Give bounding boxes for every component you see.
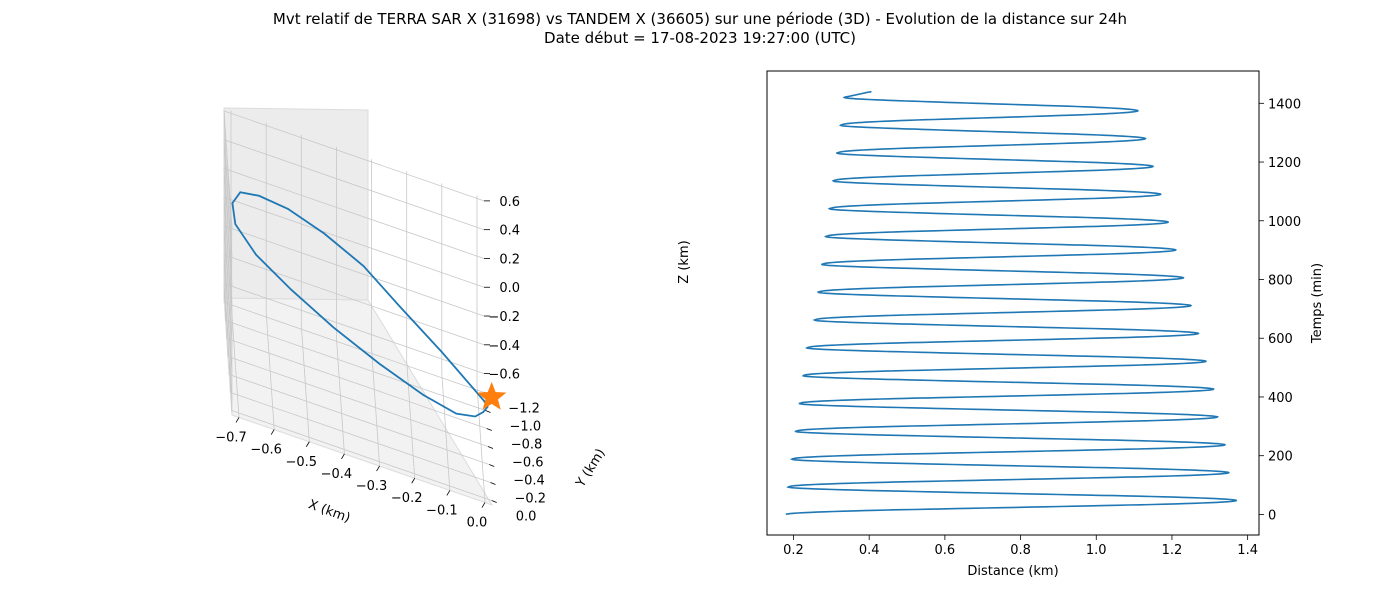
gridline-x xyxy=(441,183,451,491)
y-axis-title: Temps (min) xyxy=(1310,263,1325,344)
y-tick-mark xyxy=(486,428,492,431)
y-tick-label: 1000 xyxy=(1268,215,1301,230)
gridline-z xyxy=(223,110,485,228)
gridline-z xyxy=(223,196,485,315)
z-tick-label: −0.6 xyxy=(488,368,520,383)
x-tick-mark xyxy=(235,417,240,423)
x-tick-mark xyxy=(446,490,451,496)
x-tick-mark xyxy=(270,429,275,435)
y-tick-label: −0.2 xyxy=(514,492,546,507)
x-axis-title: Distance (km) xyxy=(967,564,1058,579)
z-tick-label: −0.4 xyxy=(488,339,520,354)
z-tick-label: 0.4 xyxy=(499,224,520,239)
x-tick-label: 1.4 xyxy=(1237,543,1258,558)
y-tick-label: −0.6 xyxy=(512,456,544,471)
y-tick-mark xyxy=(487,446,494,449)
y-tick-label: −0.8 xyxy=(511,438,543,453)
y-tick-label: −0.4 xyxy=(513,474,545,489)
y-tick-label: 1200 xyxy=(1268,156,1301,171)
x-tick-label: −0.7 xyxy=(215,430,247,445)
z-tick-label: −0.2 xyxy=(488,310,520,325)
pane-back xyxy=(223,107,369,301)
trajectory-line xyxy=(231,191,489,418)
y-tick-mark xyxy=(485,410,491,413)
chart-3d: −0.7−0.6−0.5−0.4−0.3−0.2−0.10.0−1.2−1.0−… xyxy=(215,107,692,531)
y-tick-label: 0.0 xyxy=(516,510,537,525)
x-tick-label: −0.5 xyxy=(286,455,318,470)
x-tick-mark xyxy=(305,441,310,447)
y-tick-label: −1.2 xyxy=(508,402,540,417)
origin-star-marker xyxy=(477,381,507,410)
y-tick-label: 400 xyxy=(1268,391,1293,406)
gridline-x xyxy=(300,134,310,442)
gridline-z xyxy=(223,225,485,344)
x-tick-label: −0.6 xyxy=(250,443,282,458)
x-tick-label: −0.3 xyxy=(356,479,388,494)
gridline-z xyxy=(223,254,485,372)
gridline-x xyxy=(476,195,486,503)
y-tick-mark xyxy=(491,500,497,503)
z-tick-label: 0.2 xyxy=(499,252,520,267)
z-tick-label: 0.0 xyxy=(499,281,520,296)
y-tick-label: 0 xyxy=(1268,508,1276,523)
x-tick-label: −0.2 xyxy=(391,491,423,506)
x-tick-mark xyxy=(376,465,380,472)
y-tick-mark xyxy=(490,482,496,485)
gridline-x xyxy=(335,146,345,454)
gridline-x xyxy=(265,122,275,430)
x-tick-mark xyxy=(411,478,416,484)
x-axis-title: X (km) xyxy=(306,497,352,526)
gridline-x xyxy=(371,159,380,467)
x-tick-mark xyxy=(481,502,486,508)
y-tick-mark xyxy=(489,464,495,467)
x-tick-label: −0.4 xyxy=(321,467,353,482)
y-axis-title: Y (km) xyxy=(573,446,609,491)
y-tick-label: 800 xyxy=(1268,274,1293,289)
z-tick-label: 0.6 xyxy=(499,195,520,210)
y-tick-label: 200 xyxy=(1268,450,1293,465)
gridline-z xyxy=(223,167,485,286)
x-tick-label: 0.6 xyxy=(935,543,956,558)
x-tick-label: 0.8 xyxy=(1010,543,1031,558)
x-tick-label: −0.1 xyxy=(426,503,458,518)
distance-line xyxy=(785,90,1238,516)
gridline-x xyxy=(406,171,416,479)
x-tick-mark xyxy=(341,453,345,460)
y-tick-label: 600 xyxy=(1268,332,1293,347)
y-tick-label: −1.0 xyxy=(510,420,542,435)
gridline-z xyxy=(223,283,485,401)
x-tick-label: 1.0 xyxy=(1086,543,1107,558)
gridline-z xyxy=(223,139,485,257)
chart-title-line1: Mvt relatif de TERRA SAR X (31698) vs TA… xyxy=(272,10,1128,28)
x-tick-label: 0.2 xyxy=(783,543,804,558)
x-tick-label: 1.2 xyxy=(1162,543,1183,558)
y-tick-label: 1400 xyxy=(1268,97,1301,112)
plot-frame xyxy=(766,70,1260,536)
x-tick-label: 0.4 xyxy=(859,543,880,558)
z-axis-title: Z (km) xyxy=(677,240,692,283)
chart-title-line2: Date début = 17-08-2023 19:27:00 (UTC) xyxy=(544,29,856,47)
x-tick-label: 0.0 xyxy=(467,516,488,531)
